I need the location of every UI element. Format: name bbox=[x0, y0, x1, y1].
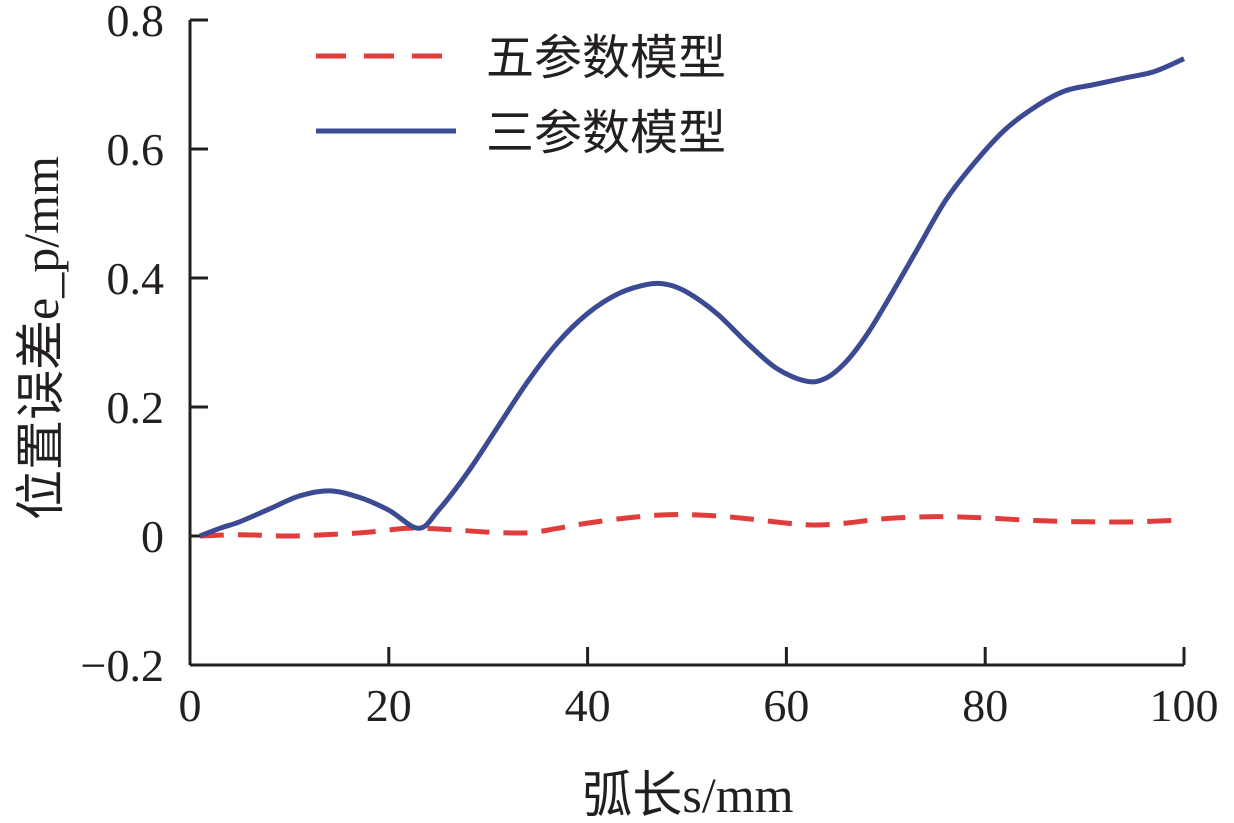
y-tick-label: 0.6 bbox=[107, 124, 165, 175]
y-tick-label: 0.2 bbox=[107, 382, 165, 433]
legend-label-five-param: 五参数模型 bbox=[486, 32, 726, 85]
x-tick-label: 80 bbox=[962, 680, 1008, 731]
y-ticks: −0.2 0 0.2 0.4 0.6 0.8 bbox=[81, 0, 208, 691]
x-tick-label: 40 bbox=[565, 680, 611, 731]
series-line-1 bbox=[199, 56, 1186, 539]
series-line-0 bbox=[199, 512, 1185, 539]
x-tick-label: 20 bbox=[366, 680, 412, 731]
legend-label-three-param: 三参数模型 bbox=[486, 107, 726, 160]
axes bbox=[188, 20, 1184, 667]
x-axis-title: 弧长s/mm bbox=[582, 767, 793, 823]
y-axis-title: 位置误差e_p/mm bbox=[13, 156, 69, 520]
y-tick-label: 0.8 bbox=[107, 0, 165, 46]
x-tick-label: 0 bbox=[179, 680, 202, 731]
x-tick-label: 60 bbox=[763, 680, 809, 731]
x-ticks: 0 20 40 60 80 100 bbox=[179, 647, 1219, 731]
y-tick-label: 0 bbox=[141, 511, 164, 562]
series-group bbox=[199, 56, 1186, 539]
legend: 五参数模型 三参数模型 bbox=[316, 32, 726, 160]
y-tick-label: −0.2 bbox=[81, 640, 164, 691]
y-tick-label: 0.4 bbox=[107, 253, 165, 304]
x-tick-label: 100 bbox=[1150, 680, 1219, 731]
